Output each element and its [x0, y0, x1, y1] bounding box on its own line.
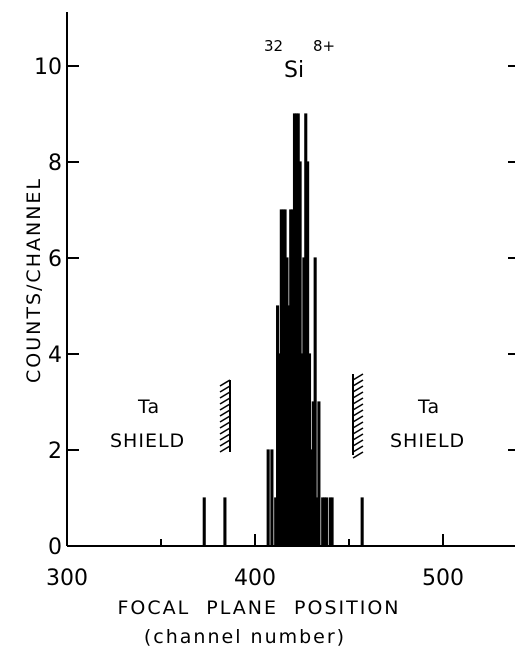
- histogram-bar: [270, 449, 274, 547]
- hatch-stroke: [352, 421, 364, 429]
- left-shield-hatch-icon: [219, 379, 231, 453]
- hatch-stroke: [352, 409, 364, 417]
- y-tick-label: 2: [48, 439, 62, 464]
- histogram-bar: [324, 497, 328, 547]
- y-tick-label: 0: [48, 535, 62, 560]
- x-tick-label: 300: [46, 566, 88, 591]
- y-tick-label: 6: [48, 247, 62, 272]
- hatch-stroke: [352, 391, 364, 399]
- y-tick-label: 8: [48, 151, 62, 176]
- hatch-stroke: [352, 403, 364, 411]
- hatch-stroke: [219, 433, 231, 441]
- histogram-bar: [223, 497, 227, 547]
- hatch-stroke: [219, 409, 231, 417]
- y-ticks: 0 2 4 6 8 10: [34, 55, 79, 560]
- histogram-bar: [317, 401, 321, 547]
- y-tick-label: 10: [34, 55, 62, 80]
- right-edge-ticks: [508, 65, 515, 451]
- histogram-bars: [202, 113, 364, 547]
- hatch-stroke: [352, 451, 364, 459]
- histogram-bar: [360, 497, 364, 547]
- hatch-stroke: [219, 445, 231, 453]
- hatch-stroke: [352, 445, 364, 453]
- hatch-stroke: [352, 415, 364, 423]
- title-mass-number: 32: [264, 37, 283, 55]
- x-tick-label: 400: [234, 566, 276, 591]
- histogram-bar: [313, 257, 317, 547]
- title-element: Si: [284, 58, 304, 83]
- hatch-stroke: [352, 373, 364, 381]
- y-axis-title: COUNTS/CHANNEL: [23, 177, 45, 383]
- hatch-stroke: [352, 385, 364, 393]
- right-shield-label-ta: Ta: [417, 396, 440, 418]
- hatch-stroke: [219, 439, 231, 447]
- hatch-stroke: [219, 421, 231, 429]
- hatch-stroke: [352, 379, 364, 387]
- hatch-stroke: [352, 427, 364, 435]
- hatch-stroke: [219, 397, 231, 405]
- histogram-bar: [330, 497, 334, 547]
- histogram-bar: [202, 497, 206, 547]
- x-axis-subtitle: (channel number): [144, 626, 346, 648]
- hatch-stroke: [219, 415, 231, 423]
- left-shield-label-ta: Ta: [137, 396, 160, 418]
- hatch-stroke: [352, 397, 364, 405]
- x-axis-title: FOCAL PLANE POSITION: [117, 597, 400, 619]
- hatch-stroke: [219, 391, 231, 399]
- right-shield-label-shield: SHIELD: [390, 430, 465, 452]
- hatch-stroke: [219, 385, 231, 393]
- right-shield-hatch-icon: [352, 373, 364, 459]
- hatch-stroke: [219, 403, 231, 411]
- left-shield-label-shield: SHIELD: [110, 430, 185, 452]
- histogram-bar: [266, 449, 270, 547]
- x-tick-label: 500: [422, 566, 464, 591]
- x-ticks: 300 400 500: [46, 534, 464, 591]
- hatch-stroke: [352, 433, 364, 441]
- y-tick-label: 4: [48, 343, 62, 368]
- hatch-stroke: [219, 427, 231, 435]
- title-charge-state: 8+: [313, 37, 335, 55]
- hatch-stroke: [352, 439, 364, 447]
- hatch-stroke: [219, 379, 231, 387]
